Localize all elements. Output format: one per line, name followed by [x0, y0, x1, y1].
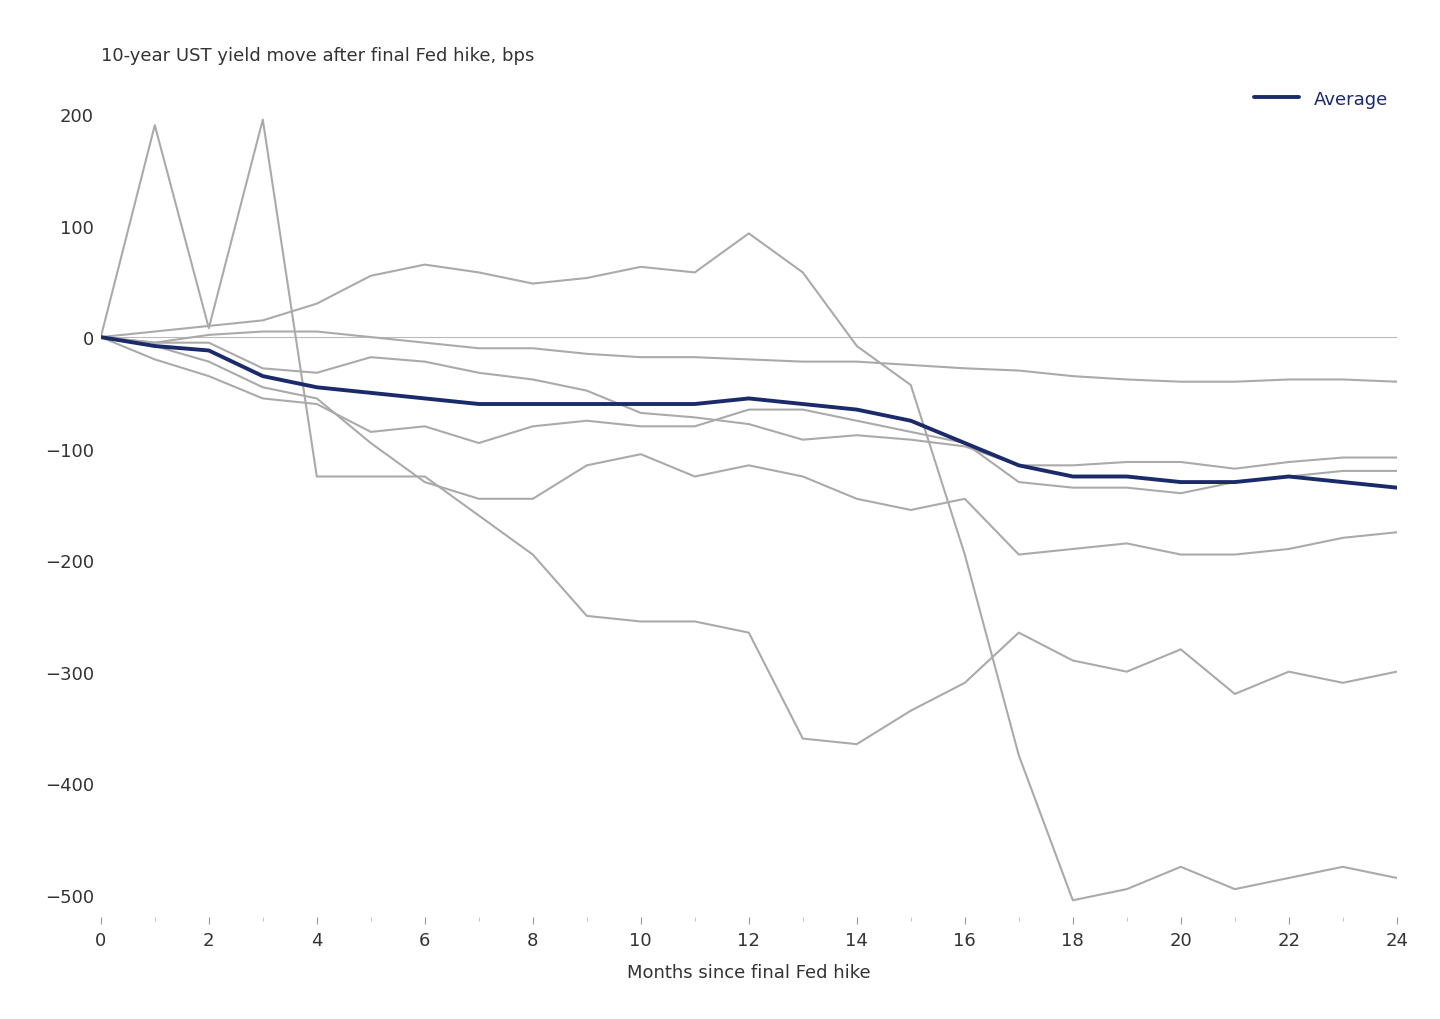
Average	[1388, 482, 1405, 494]
Average	[92, 331, 109, 343]
Text: 10-year UST yield move after final Fed hike, bps: 10-year UST yield move after final Fed h…	[101, 47, 534, 64]
Average	[200, 345, 217, 358]
Average	[632, 398, 649, 411]
Line: Average: Average	[101, 337, 1397, 488]
Average	[308, 382, 325, 394]
Average	[524, 398, 541, 411]
Legend: Average: Average	[1254, 91, 1388, 109]
X-axis label: Months since final Fed hike: Months since final Fed hike	[626, 963, 871, 981]
Average	[956, 437, 973, 449]
Average	[1011, 460, 1028, 472]
Average	[255, 371, 272, 383]
Average	[1280, 471, 1297, 483]
Average	[577, 398, 596, 411]
Average	[469, 398, 487, 411]
Average	[147, 340, 164, 353]
Average	[848, 405, 865, 417]
Average	[1064, 471, 1081, 483]
Average	[363, 387, 380, 399]
Average	[416, 393, 433, 406]
Average	[1227, 477, 1244, 489]
Average	[795, 398, 812, 411]
Average	[685, 398, 703, 411]
Average	[1117, 471, 1135, 483]
Average	[1172, 477, 1189, 489]
Average	[901, 415, 919, 427]
Average	[740, 393, 757, 406]
Average	[1333, 477, 1351, 489]
